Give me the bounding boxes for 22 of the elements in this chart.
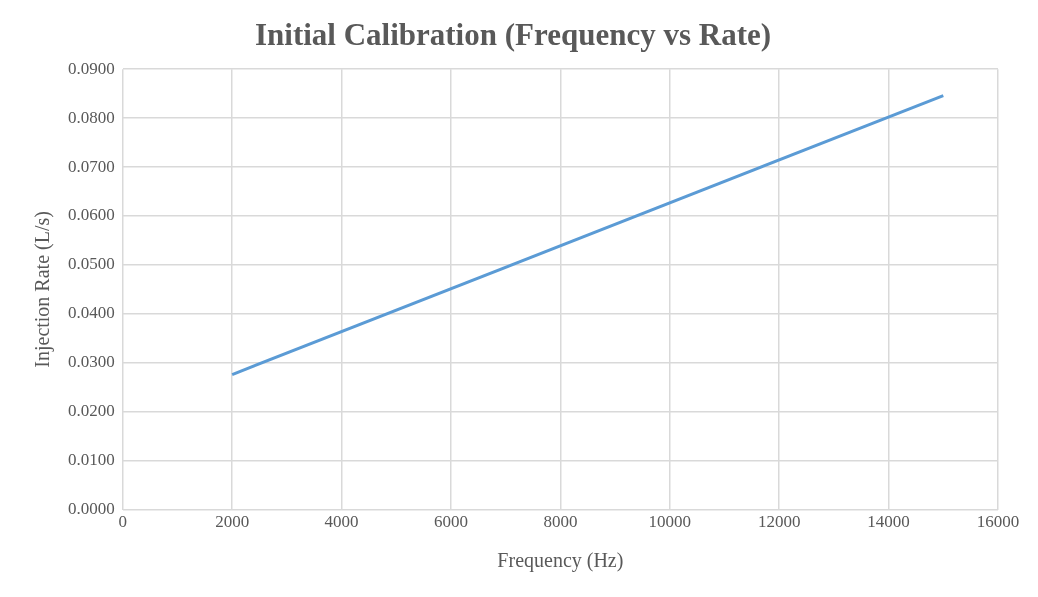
y-tick-label: 0.0400 <box>68 303 115 323</box>
x-tick-label: 16000 <box>976 512 1020 532</box>
x-tick-label: 6000 <box>433 512 468 532</box>
x-tick-label: 12000 <box>757 512 801 532</box>
y-tick-label: 0.0300 <box>68 352 115 372</box>
chart-title: Initial Calibration (Frequency vs Rate) <box>254 16 772 52</box>
x-tick-label: 0 <box>118 512 127 532</box>
y-tick-label: 0.0500 <box>68 254 115 274</box>
x-tick-label: 14000 <box>867 512 910 532</box>
x-tick-label: 10000 <box>648 512 692 532</box>
x-tick-label: 4000 <box>324 512 359 532</box>
y-axis-title: Injection Rate (L/s) <box>31 211 55 368</box>
y-tick-label: 0.0600 <box>68 205 115 225</box>
y-tick-label: 0.0200 <box>68 401 115 421</box>
y-tick-label: 0.0700 <box>68 156 115 176</box>
y-tick-label: 0.0100 <box>68 450 115 470</box>
x-axis-title: Frequency (Hz) <box>497 549 624 573</box>
y-tick-label: 0.0800 <box>68 107 115 127</box>
y-tick-label: 0.0000 <box>68 499 115 519</box>
x-tick-label: 8000 <box>543 512 578 532</box>
x-tick-label: 2000 <box>215 512 250 532</box>
y-tick-label: 0.0900 <box>68 58 115 78</box>
